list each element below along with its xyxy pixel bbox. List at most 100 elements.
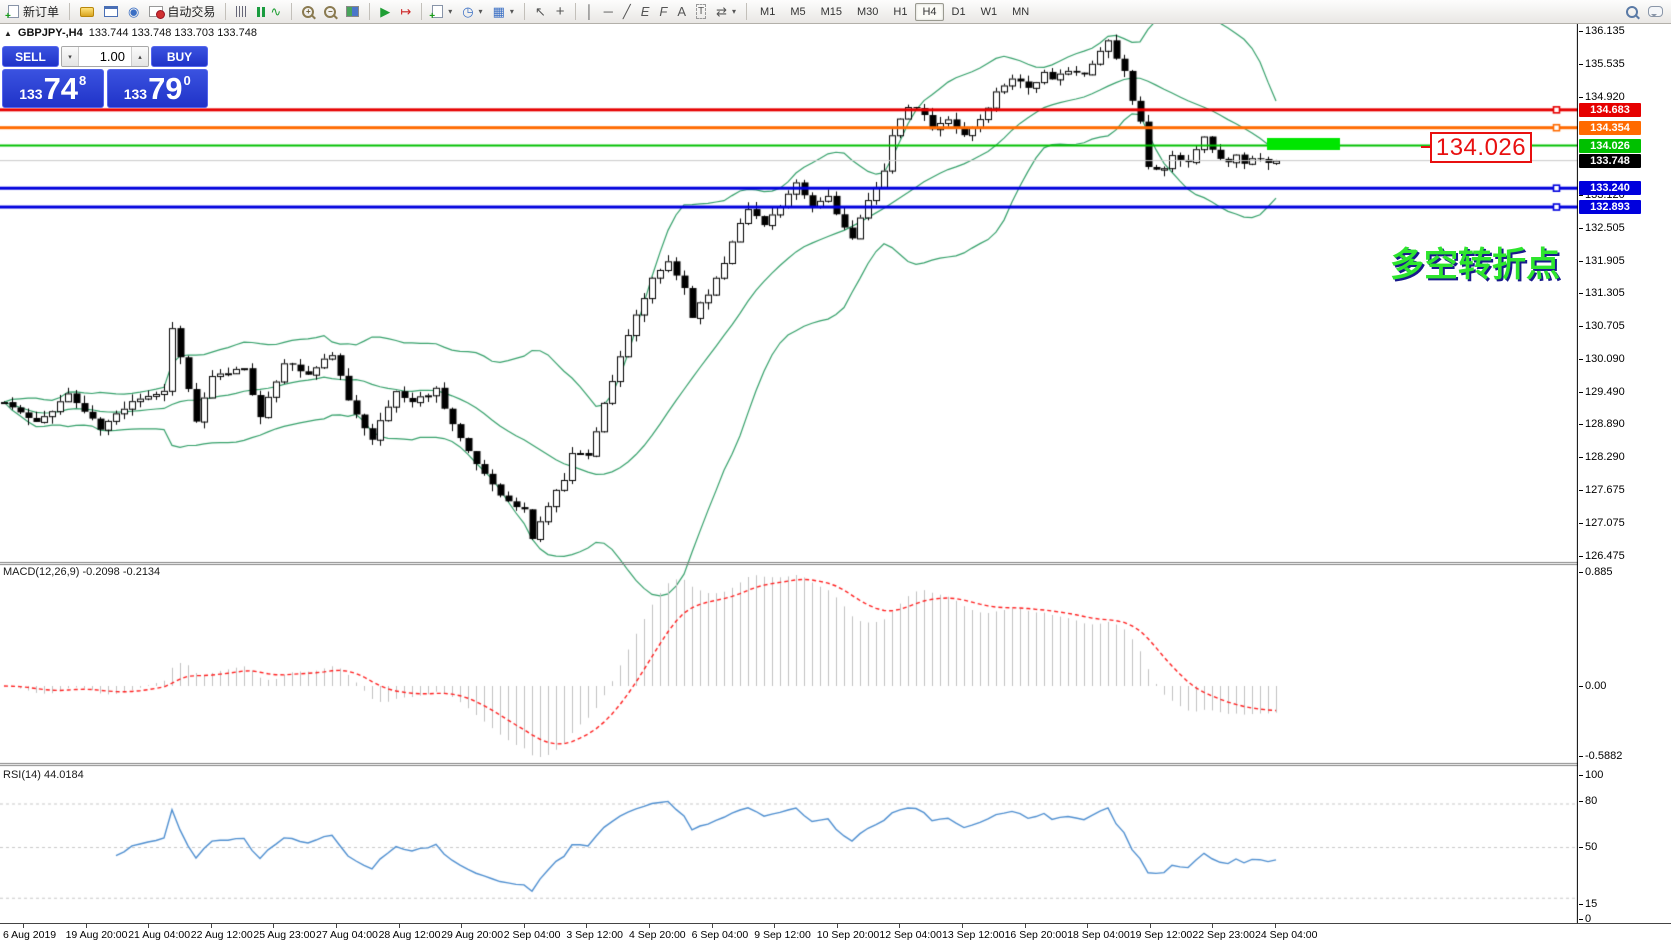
time-axis-label: 12 Sep 04:00 — [879, 929, 942, 941]
timeframe-button-m30[interactable]: M30 — [857, 5, 879, 18]
horizontal-line-button[interactable]: ─ — [600, 3, 617, 21]
indicators-button[interactable]: ▾ — [428, 3, 456, 22]
line-chart-icon: ∿ — [270, 4, 282, 19]
rsi-axis-label: 0 — [1578, 913, 1592, 925]
time-axis-label: 29 Aug 20:00 — [441, 929, 504, 941]
equidistant-channel-button[interactable]: E — [637, 3, 654, 21]
crosshair-button[interactable]: + — [552, 3, 569, 21]
timeframe-button-mn[interactable]: MN — [1012, 5, 1030, 18]
chart-window-icon — [104, 6, 119, 17]
new-chart-button[interactable] — [100, 3, 122, 21]
line-chart-button[interactable]: ∿ — [266, 3, 285, 21]
price-tick-label: 127.075 — [1579, 516, 1625, 529]
price-tick-label: 128.290 — [1579, 450, 1625, 463]
timeframe-button-m1[interactable]: M1 — [760, 5, 776, 18]
timeframe-button-w1[interactable]: W1 — [980, 5, 998, 18]
templates-button[interactable]: ▦ ▾ — [489, 3, 518, 21]
buy-price-button[interactable]: 133 79 0 — [106, 69, 208, 108]
price-annotation-box[interactable]: 134.026 — [1421, 132, 1532, 163]
macd-axis-label: -0.5882 — [1578, 750, 1623, 762]
time-tick — [273, 924, 275, 928]
channel-icon: E — [640, 4, 650, 19]
sell-price-button[interactable]: 133 74 8 — [2, 69, 104, 108]
rsi-label: RSI(14) 44.0184 — [3, 769, 84, 781]
arrows-tool-button[interactable]: ⇄ ▾ — [712, 3, 740, 21]
buy-button[interactable]: BUY — [151, 46, 208, 67]
timeframe-button-m5[interactable]: M5 — [790, 5, 806, 18]
price-line-badge[interactable]: 133.748 — [1579, 153, 1641, 168]
time-tick — [836, 924, 838, 928]
indicators-icon — [429, 5, 444, 22]
price-line-badge[interactable]: 134.026 — [1579, 138, 1641, 153]
autotrading-button[interactable]: 自动交易 — [145, 3, 219, 21]
time-axis-label: 16 Sep 20:00 — [1004, 929, 1068, 941]
cursor-button[interactable]: ↖ — [531, 3, 550, 21]
fibonacci-button[interactable]: F — [655, 3, 671, 21]
toolbar-separator — [225, 3, 227, 20]
sell-price-big: 74 — [43, 71, 79, 106]
time-tick — [1212, 924, 1214, 928]
price-line-badge[interactable]: 132.893 — [1579, 200, 1641, 215]
buy-price-prefix: 133 — [123, 86, 148, 102]
volume-decrease-button[interactable]: ▾ — [62, 47, 79, 66]
vertical-line-button[interactable]: │ — [582, 3, 598, 21]
toolbar-separator — [369, 3, 371, 20]
sell-button[interactable]: SELL — [2, 46, 59, 67]
sell-price-prefix: 133 — [19, 86, 43, 102]
tile-windows-button[interactable] — [342, 3, 363, 21]
timeframe-button-d1[interactable]: D1 — [951, 5, 966, 18]
collapse-arrow-icon[interactable]: ▲ — [4, 28, 12, 38]
auto-scroll-button[interactable]: ▶ — [376, 3, 394, 21]
search-button[interactable] — [1622, 3, 1642, 21]
macd-axis-label: 0.885 — [1579, 566, 1613, 578]
time-axis[interactable]: 6 Aug 2019 19 Aug 20:00 21 Aug 04:00 22 Aug… — [0, 923, 1671, 946]
price-tick-label: 135.535 — [1579, 57, 1625, 70]
volume-input[interactable]: 1.00 — [99, 49, 125, 64]
signals-button[interactable]: ◉ — [124, 3, 143, 21]
zoom-out-button[interactable]: − — [320, 3, 340, 21]
chart-shift-button[interactable]: ↦ — [396, 3, 415, 21]
time-axis-label: 10 Sep 20:00 — [816, 929, 880, 941]
candlestick-chart-button[interactable] — [253, 3, 264, 21]
time-tick — [336, 924, 337, 928]
volume-increase-button[interactable]: ▴ — [131, 47, 148, 66]
time-tick — [461, 924, 463, 928]
timeframe-button-m15[interactable]: M15 — [820, 5, 843, 18]
time-tick — [23, 924, 24, 928]
buy-price-pip: 0 — [183, 73, 191, 88]
sell-price-pip: 8 — [79, 73, 87, 88]
chat-button[interactable] — [1644, 3, 1667, 21]
timeframe-button-h1[interactable]: H1 — [893, 5, 908, 18]
deposit-button[interactable] — [76, 3, 98, 21]
price-line-badge[interactable]: 133.240 — [1579, 181, 1641, 196]
time-axis-label: 22 Sep 23:00 — [1192, 929, 1255, 941]
volume-spinner: ▾ 1.00 ▴ — [61, 46, 149, 67]
bar-chart-icon — [236, 6, 248, 17]
price-tick-label: 128.890 — [1579, 418, 1625, 431]
price-axis[interactable]: 136.135135.535134.920133.120132.505131.9… — [1578, 24, 1671, 925]
price-tick-label: 132.505 — [1579, 222, 1625, 235]
price-line-badge[interactable]: 134.683 — [1579, 102, 1641, 117]
trendline-button[interactable]: ╱ — [619, 3, 635, 21]
trendline-icon: ╱ — [622, 4, 631, 19]
timeframe-button-h4[interactable]: H4 — [915, 2, 944, 21]
autotrading-icon — [149, 6, 166, 19]
buy-price-big: 79 — [148, 71, 183, 106]
zoom-in-button[interactable]: + — [298, 3, 318, 21]
time-axis-label: 2 Sep 04:00 — [503, 929, 561, 941]
main-chart-canvas[interactable] — [0, 24, 1578, 923]
new-order-button[interactable]: 新订单 — [4, 3, 63, 22]
bar-chart-button[interactable] — [232, 3, 251, 21]
price-line-badge[interactable]: 134.354 — [1579, 120, 1641, 135]
horizontal-line-icon: ─ — [603, 4, 613, 19]
text-tool-button[interactable]: A — [673, 3, 690, 21]
zoom-in-icon: + — [302, 5, 315, 18]
time-tick — [1087, 924, 1089, 928]
price-tick-label: 129.490 — [1579, 385, 1625, 398]
time-axis-label: 6 Sep 04:00 — [691, 929, 749, 941]
time-tick — [774, 924, 776, 928]
crosshair-icon: + — [555, 3, 565, 20]
text-label-button[interactable]: T — [692, 3, 710, 21]
periods-button[interactable]: ◷ ▾ — [458, 3, 486, 21]
turning-point-annotation[interactable]: 多空转折点 — [1390, 246, 1560, 284]
